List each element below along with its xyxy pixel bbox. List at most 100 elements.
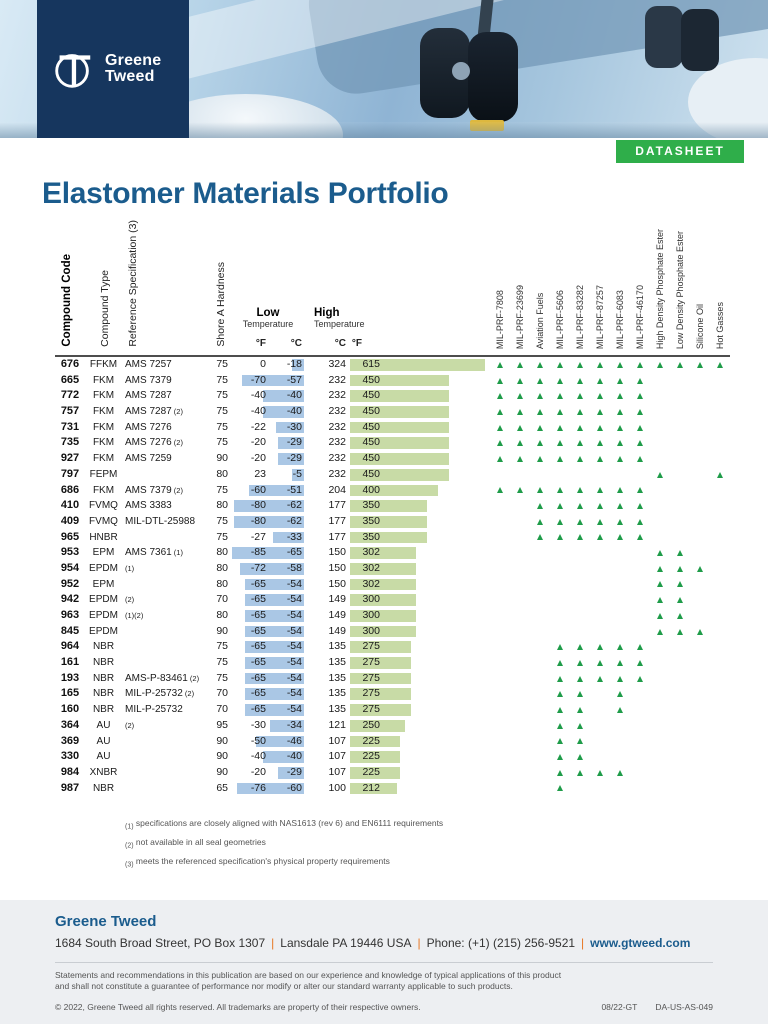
fluid-cell	[630, 435, 650, 451]
compatibility-triangle-icon	[617, 455, 623, 462]
fluid-column-header: MIL-PRF-83282	[570, 229, 590, 349]
fluid-cell	[510, 577, 530, 593]
fluid-cell	[650, 435, 670, 451]
cell-shore-hardness: 90	[216, 750, 228, 763]
compatibility-triangle-icon	[497, 487, 503, 494]
compatibility-triangle-icon	[557, 424, 563, 431]
cell-shore-hardness: 75	[216, 373, 228, 386]
cell-compound-code: 757	[60, 405, 80, 418]
cell-shore-hardness: 90	[216, 734, 228, 747]
cell-compound-code: 735	[60, 436, 80, 449]
fluid-cell	[490, 624, 510, 640]
fluid-cell	[590, 435, 610, 451]
low-temp-f-value: -65	[250, 687, 266, 700]
cell-shore-hardness: 75	[216, 530, 228, 543]
fluid-cell	[710, 639, 730, 655]
compatibility-triangle-icon	[657, 565, 663, 572]
fluid-cell	[630, 734, 650, 750]
materials-table: Compound Code Compound Type Reference Sp…	[55, 220, 730, 796]
fluid-cell	[670, 749, 690, 765]
cell-high-temperature: 177 350	[304, 498, 490, 514]
low-temp-bar	[245, 672, 304, 685]
cell-high-temperature: 204 400	[304, 483, 490, 499]
fluid-cell	[590, 655, 610, 671]
cell-high-temperature: 100 212	[304, 781, 490, 797]
low-temp-bar	[245, 610, 304, 622]
high-temp-bar	[350, 531, 427, 544]
cell-compound-type: FKM	[92, 421, 115, 433]
fluid-cell	[530, 765, 550, 781]
fluid-cell	[630, 514, 650, 530]
fluid-cell	[690, 373, 710, 389]
compatibility-triangle-icon	[557, 503, 563, 510]
column-header-reference-specification: Reference Specification (3)	[127, 220, 139, 347]
cell-compound-type: FFKM	[89, 359, 118, 370]
fluid-cell	[610, 451, 630, 467]
compatibility-triangle-icon	[677, 565, 683, 572]
spec-footnote-marker: (2)	[171, 407, 183, 417]
website-link[interactable]: www.gtweed.com	[590, 936, 691, 950]
cell-reference-spec: (1)(2)	[122, 608, 207, 624]
compatibility-triangle-icon	[617, 408, 623, 415]
high-temp-f-value: 212	[362, 781, 380, 794]
fluid-column-label: MIL-PRF-7808	[495, 289, 505, 349]
fluid-cell	[530, 357, 550, 373]
fluid-cell	[710, 655, 730, 671]
fluid-cell	[650, 718, 670, 734]
compatibility-triangle-icon	[657, 597, 663, 604]
fluid-cell	[510, 404, 530, 420]
high-temp-bar	[350, 359, 486, 371]
fluid-cell	[570, 592, 590, 608]
cell-fluid-compatibility	[490, 655, 730, 671]
fluid-cell	[570, 655, 590, 671]
footnote-marker: (2)	[125, 842, 134, 850]
fluid-cell	[690, 451, 710, 467]
fluid-cell	[610, 749, 630, 765]
cell-compound-code: 797	[60, 467, 80, 480]
fluid-cell	[490, 608, 510, 624]
column-header-compound-type: Compound Type	[99, 270, 111, 347]
low-temp-c-value: -62	[286, 499, 302, 512]
cell-low-temperature: -20 -29	[232, 765, 304, 781]
table-row: 954 EPDM (1) 80 -72 -58 150 302	[55, 561, 730, 577]
spec-footnote-marker: (2)	[171, 438, 183, 448]
compatibility-triangle-icon	[637, 361, 643, 368]
fluid-cell	[690, 592, 710, 608]
low-temp-c-value: -46	[286, 734, 302, 747]
cell-reference-spec: (1)	[122, 561, 207, 577]
cell-high-temperature: 107 225	[304, 734, 490, 750]
fluid-cell	[530, 561, 550, 577]
cell-fluid-compatibility	[490, 373, 730, 389]
cell-shore-hardness: 75	[216, 358, 228, 370]
compatibility-triangle-icon	[577, 722, 583, 729]
fluid-cell	[670, 577, 690, 593]
compatibility-triangle-icon	[597, 503, 603, 510]
tarmac	[0, 122, 768, 138]
compatibility-triangle-icon	[557, 393, 563, 400]
table-row: 964 NBR 75 -65 -54 135 275	[55, 639, 730, 655]
low-temp-c-value: -29	[286, 765, 302, 778]
fluid-cell	[710, 671, 730, 687]
cell-compound-type: EPM	[92, 578, 115, 590]
compatibility-triangle-icon	[597, 518, 603, 525]
cell-fluid-compatibility	[490, 467, 730, 483]
fluid-cell	[510, 655, 530, 671]
fluid-cell	[550, 388, 570, 404]
fluid-cell	[670, 702, 690, 718]
table-body: 676 FFKM AMS 7257 75 0 -18 324 615 665 FKM AMS 737…	[55, 357, 730, 796]
compatibility-triangle-icon	[617, 706, 623, 713]
compatibility-triangle-icon	[617, 440, 623, 447]
compatibility-triangle-icon	[617, 659, 623, 666]
high-temp-f-value: 450	[362, 373, 380, 386]
fluid-cell	[490, 592, 510, 608]
high-temp-c-value: 107	[328, 750, 346, 763]
fluid-column-header: MIL-PRF-5606	[550, 229, 570, 349]
cell-reference-spec	[122, 467, 207, 483]
high-temp-f-value: 275	[362, 640, 380, 653]
fluid-cell	[510, 498, 530, 514]
low-temp-c-value: -40	[286, 750, 302, 763]
cell-compound-code: 330	[60, 750, 80, 763]
cell-fluid-compatibility	[490, 671, 730, 687]
fluid-cell	[570, 483, 590, 499]
high-temp-bar	[350, 484, 438, 497]
